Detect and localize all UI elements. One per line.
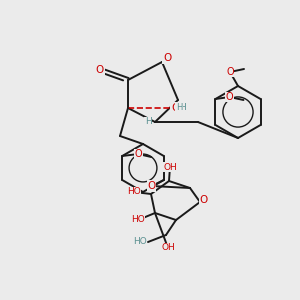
Text: H: H [145,118,152,127]
Text: O: O [200,195,208,205]
Text: H: H [178,103,185,112]
Text: O: O [171,103,179,113]
Text: OH: OH [161,244,175,253]
Text: O: O [226,67,234,77]
Text: O: O [134,149,142,159]
Text: O: O [96,65,104,75]
Text: OH: OH [163,163,177,172]
Text: O: O [148,181,156,191]
Text: HO: HO [131,215,145,224]
Text: O: O [163,53,171,63]
Text: HO: HO [133,238,147,247]
Text: HO: HO [127,188,141,196]
Text: H: H [176,103,182,112]
Text: O: O [226,92,233,102]
